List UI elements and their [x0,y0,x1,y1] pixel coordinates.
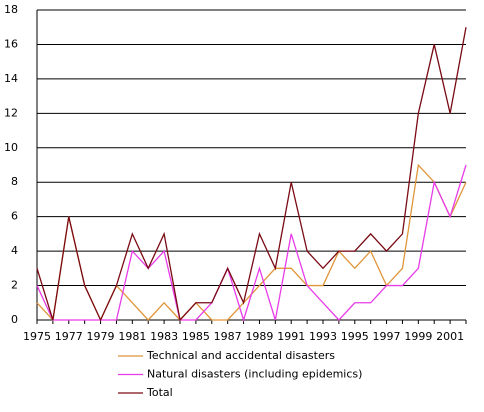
x-tick-label: 1983 [150,330,178,343]
y-tick-label: 14 [4,72,18,85]
series-line [36,164,467,323]
y-tick-label: 10 [4,141,18,154]
x-tick-label: 1995 [341,330,369,343]
x-tick-label: 1991 [277,330,305,343]
y-tick-label: 8 [11,175,18,188]
y-tick-label: 4 [11,244,18,257]
x-tick-label: 1999 [404,330,432,343]
x-tick-label: 1979 [87,330,115,343]
x-tick-label: 1975 [23,330,51,343]
x-tick-label: 1989 [245,330,273,343]
x-tick-label: 1985 [182,330,210,343]
legend-label: Total [146,386,173,399]
series-line [36,163,467,322]
legend-label: Natural disasters (including epidemics) [147,368,362,381]
y-tick-label: 16 [4,37,18,50]
legend-label: Technical and accidental disasters [146,349,335,362]
y-tick-label: 12 [4,106,18,119]
y-tick-label: 6 [11,210,18,223]
y-tick-label: 18 [4,3,18,16]
y-tick-label: 2 [11,279,18,292]
x-tick-label: 1977 [55,330,83,343]
y-tick-label: 0 [11,313,18,326]
x-tick-label: 1997 [373,330,401,343]
x-tick-label: 2001 [436,330,464,343]
x-tick-label: 1993 [309,330,337,343]
x-tick-label: 1981 [118,330,146,343]
x-tick-label: 1987 [214,330,242,343]
series-line [36,27,467,322]
